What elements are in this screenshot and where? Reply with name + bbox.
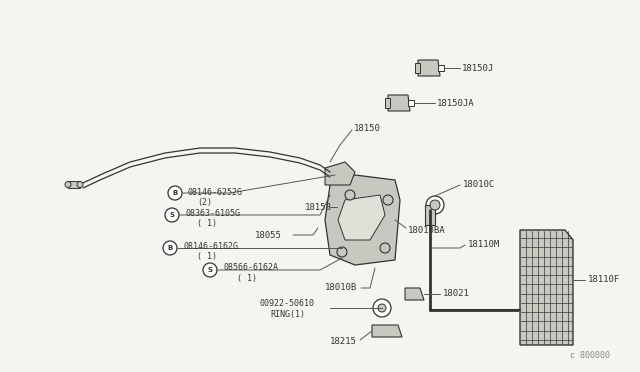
Text: 08363-6105G: 08363-6105G <box>185 208 240 218</box>
Text: 18010B: 18010B <box>325 283 357 292</box>
Text: ( 1): ( 1) <box>197 218 217 228</box>
Circle shape <box>380 243 390 253</box>
Circle shape <box>165 208 179 222</box>
Text: 08146-6252G: 08146-6252G <box>188 187 243 196</box>
Text: 18158: 18158 <box>305 202 332 212</box>
Polygon shape <box>415 63 420 73</box>
Circle shape <box>65 182 71 187</box>
Text: 08146-6162G: 08146-6162G <box>183 241 238 250</box>
Text: ( 1): ( 1) <box>237 275 257 283</box>
Circle shape <box>426 196 444 214</box>
Polygon shape <box>425 205 435 225</box>
Text: 18010C: 18010C <box>463 180 495 189</box>
Text: S: S <box>207 267 212 273</box>
Circle shape <box>168 186 182 200</box>
Text: 18110M: 18110M <box>468 240 500 248</box>
Text: 00922-50610: 00922-50610 <box>260 299 315 308</box>
Polygon shape <box>520 230 573 345</box>
Text: 18010BA: 18010BA <box>408 225 445 234</box>
Text: 18110F: 18110F <box>588 276 620 285</box>
Polygon shape <box>418 60 440 76</box>
Polygon shape <box>405 288 424 300</box>
Text: 18021: 18021 <box>443 289 470 298</box>
Circle shape <box>373 299 391 317</box>
Circle shape <box>383 195 393 205</box>
Circle shape <box>337 247 347 257</box>
Text: B: B <box>168 245 173 251</box>
Polygon shape <box>408 100 414 106</box>
Text: 18055: 18055 <box>255 231 282 240</box>
Text: (2): (2) <box>197 198 212 206</box>
Polygon shape <box>438 65 444 71</box>
Text: 18150JA: 18150JA <box>437 99 475 108</box>
Text: RING(1): RING(1) <box>270 311 305 320</box>
Circle shape <box>203 263 217 277</box>
Text: 18150J: 18150J <box>462 64 494 73</box>
Circle shape <box>378 304 386 312</box>
Circle shape <box>77 182 83 187</box>
Circle shape <box>345 190 355 200</box>
Polygon shape <box>338 195 385 240</box>
Text: c 800000: c 800000 <box>570 352 610 360</box>
Polygon shape <box>388 95 410 111</box>
Polygon shape <box>385 98 390 108</box>
Text: S: S <box>170 212 175 218</box>
Text: ( 1): ( 1) <box>197 253 217 262</box>
Circle shape <box>163 241 177 255</box>
Polygon shape <box>68 181 80 188</box>
Text: 08566-6162A: 08566-6162A <box>223 263 278 273</box>
Circle shape <box>430 200 440 210</box>
Text: 18215: 18215 <box>330 337 357 346</box>
Polygon shape <box>325 175 400 265</box>
Text: B: B <box>172 190 178 196</box>
Polygon shape <box>325 162 355 185</box>
Polygon shape <box>372 325 402 337</box>
Text: 18150: 18150 <box>354 124 381 132</box>
